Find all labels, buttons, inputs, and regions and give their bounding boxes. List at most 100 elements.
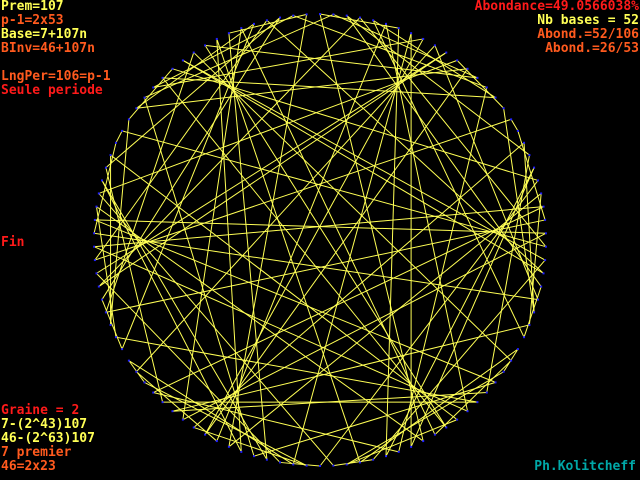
- chord-line: [240, 27, 436, 435]
- vertex-dot: [485, 391, 488, 394]
- vertex-dot: [135, 107, 138, 110]
- vertex-dot: [542, 272, 545, 275]
- chord-line: [204, 38, 424, 435]
- chord-line: [346, 15, 530, 156]
- vertex-dot: [433, 44, 436, 47]
- chord-line: [101, 180, 242, 453]
- vertex-dot: [215, 37, 218, 40]
- vertex-dot: [476, 76, 479, 79]
- vertex-dot: [143, 381, 146, 384]
- abond-fraction-2: Abond.=26/53: [545, 41, 639, 56]
- vertex-dot: [544, 259, 547, 262]
- vertex-dot: [192, 426, 195, 429]
- chord-line: [456, 60, 504, 109]
- chord-line: [94, 206, 544, 248]
- vertex-dot: [510, 118, 513, 121]
- vertex-dot: [433, 433, 436, 436]
- base-label: Base=7+107n: [1, 27, 88, 42]
- chord-line: [144, 13, 334, 99]
- vertex-dot: [143, 96, 146, 99]
- vertex-dot: [265, 19, 268, 22]
- vertex-dot: [540, 285, 543, 288]
- chord-line: [333, 459, 374, 467]
- vertex-dot: [358, 16, 361, 19]
- vertex-dot: [372, 458, 375, 461]
- vertex-dot: [152, 86, 155, 89]
- chord-line: [94, 232, 539, 301]
- vertex-dot: [292, 14, 295, 17]
- chord-line: [121, 23, 255, 350]
- vertex-dot: [533, 311, 536, 314]
- chord-line: [204, 68, 468, 435]
- vertex-dot: [121, 348, 124, 351]
- vertex-dot: [152, 391, 155, 394]
- vertex-dot: [358, 461, 361, 464]
- author-signature: Ph.Kolitcheff: [534, 459, 636, 474]
- chord-line: [136, 371, 218, 442]
- vertex-dot: [227, 32, 230, 35]
- chord-line: [172, 324, 530, 412]
- chord-line: [153, 15, 294, 88]
- chord-line: [94, 20, 268, 261]
- result-line-4: 46=2x23: [1, 459, 56, 474]
- vertex-dot: [466, 410, 469, 413]
- chord-line: [153, 38, 424, 88]
- vertex-dot: [100, 298, 103, 301]
- vertex-dot: [528, 154, 531, 157]
- abondance-label: Abondance=49.0566038%: [474, 0, 639, 14]
- chord-line: [105, 167, 164, 403]
- chord-line: [523, 142, 535, 313]
- vertex-dot: [215, 440, 218, 443]
- vertex-dot: [332, 464, 335, 467]
- vertex-dot: [265, 458, 268, 461]
- chord-line: [136, 45, 436, 373]
- vertex-dot: [544, 245, 547, 248]
- chord-line: [333, 13, 478, 79]
- vertex-dot: [305, 13, 308, 16]
- vertex-dot: [171, 410, 174, 413]
- prem-label: Prem=107: [1, 0, 64, 14]
- vertex-dot: [127, 118, 130, 121]
- vertex-dot: [494, 96, 497, 99]
- chord-line: [372, 20, 525, 338]
- chord-line: [434, 360, 512, 435]
- vertex-dot: [95, 205, 98, 208]
- vertex-dot: [516, 129, 519, 132]
- chord-line: [153, 206, 544, 393]
- vertex-dot: [240, 27, 243, 30]
- vertex-dot: [181, 59, 184, 62]
- vertex-dot: [127, 359, 130, 362]
- vertex-dot: [544, 232, 547, 235]
- abond-fraction-1: Abond.=52/106: [537, 27, 639, 42]
- chord-line: [346, 371, 504, 465]
- chord-line: [162, 77, 447, 428]
- vertex-dot: [410, 32, 413, 35]
- chord-line: [182, 59, 544, 274]
- chord-line: [216, 23, 387, 442]
- vertex-dot: [240, 450, 243, 453]
- chord-line: [228, 193, 542, 448]
- chord-line: [528, 193, 542, 325]
- vertex-dot: [121, 129, 124, 132]
- nb-bases-label: Nb bases = 52: [537, 13, 639, 28]
- vertex-dot: [485, 86, 488, 89]
- vertex-dot: [332, 13, 335, 16]
- vertex-dot: [279, 16, 282, 19]
- chord-line: [105, 52, 195, 313]
- vertex-dot: [292, 463, 295, 466]
- vertex-dot: [114, 141, 117, 144]
- vertex-dot: [227, 445, 230, 448]
- chord-line: [128, 68, 173, 120]
- graine-label: Graine = 2: [1, 403, 80, 418]
- fin-label: Fin: [1, 235, 25, 250]
- chord-line: [372, 259, 546, 461]
- p-minus-1-label: p-1=2x53: [1, 13, 64, 28]
- vertex-dot: [181, 418, 184, 421]
- lng-per-label: LngPer=106=p-1: [1, 69, 111, 84]
- vertex-dot: [516, 348, 519, 351]
- chord-line: [205, 44, 478, 79]
- vertex-dot: [135, 370, 138, 373]
- result-line-1: 7-(2^43)107: [1, 417, 88, 432]
- chord-line: [136, 23, 255, 109]
- vertex-dot: [97, 192, 100, 195]
